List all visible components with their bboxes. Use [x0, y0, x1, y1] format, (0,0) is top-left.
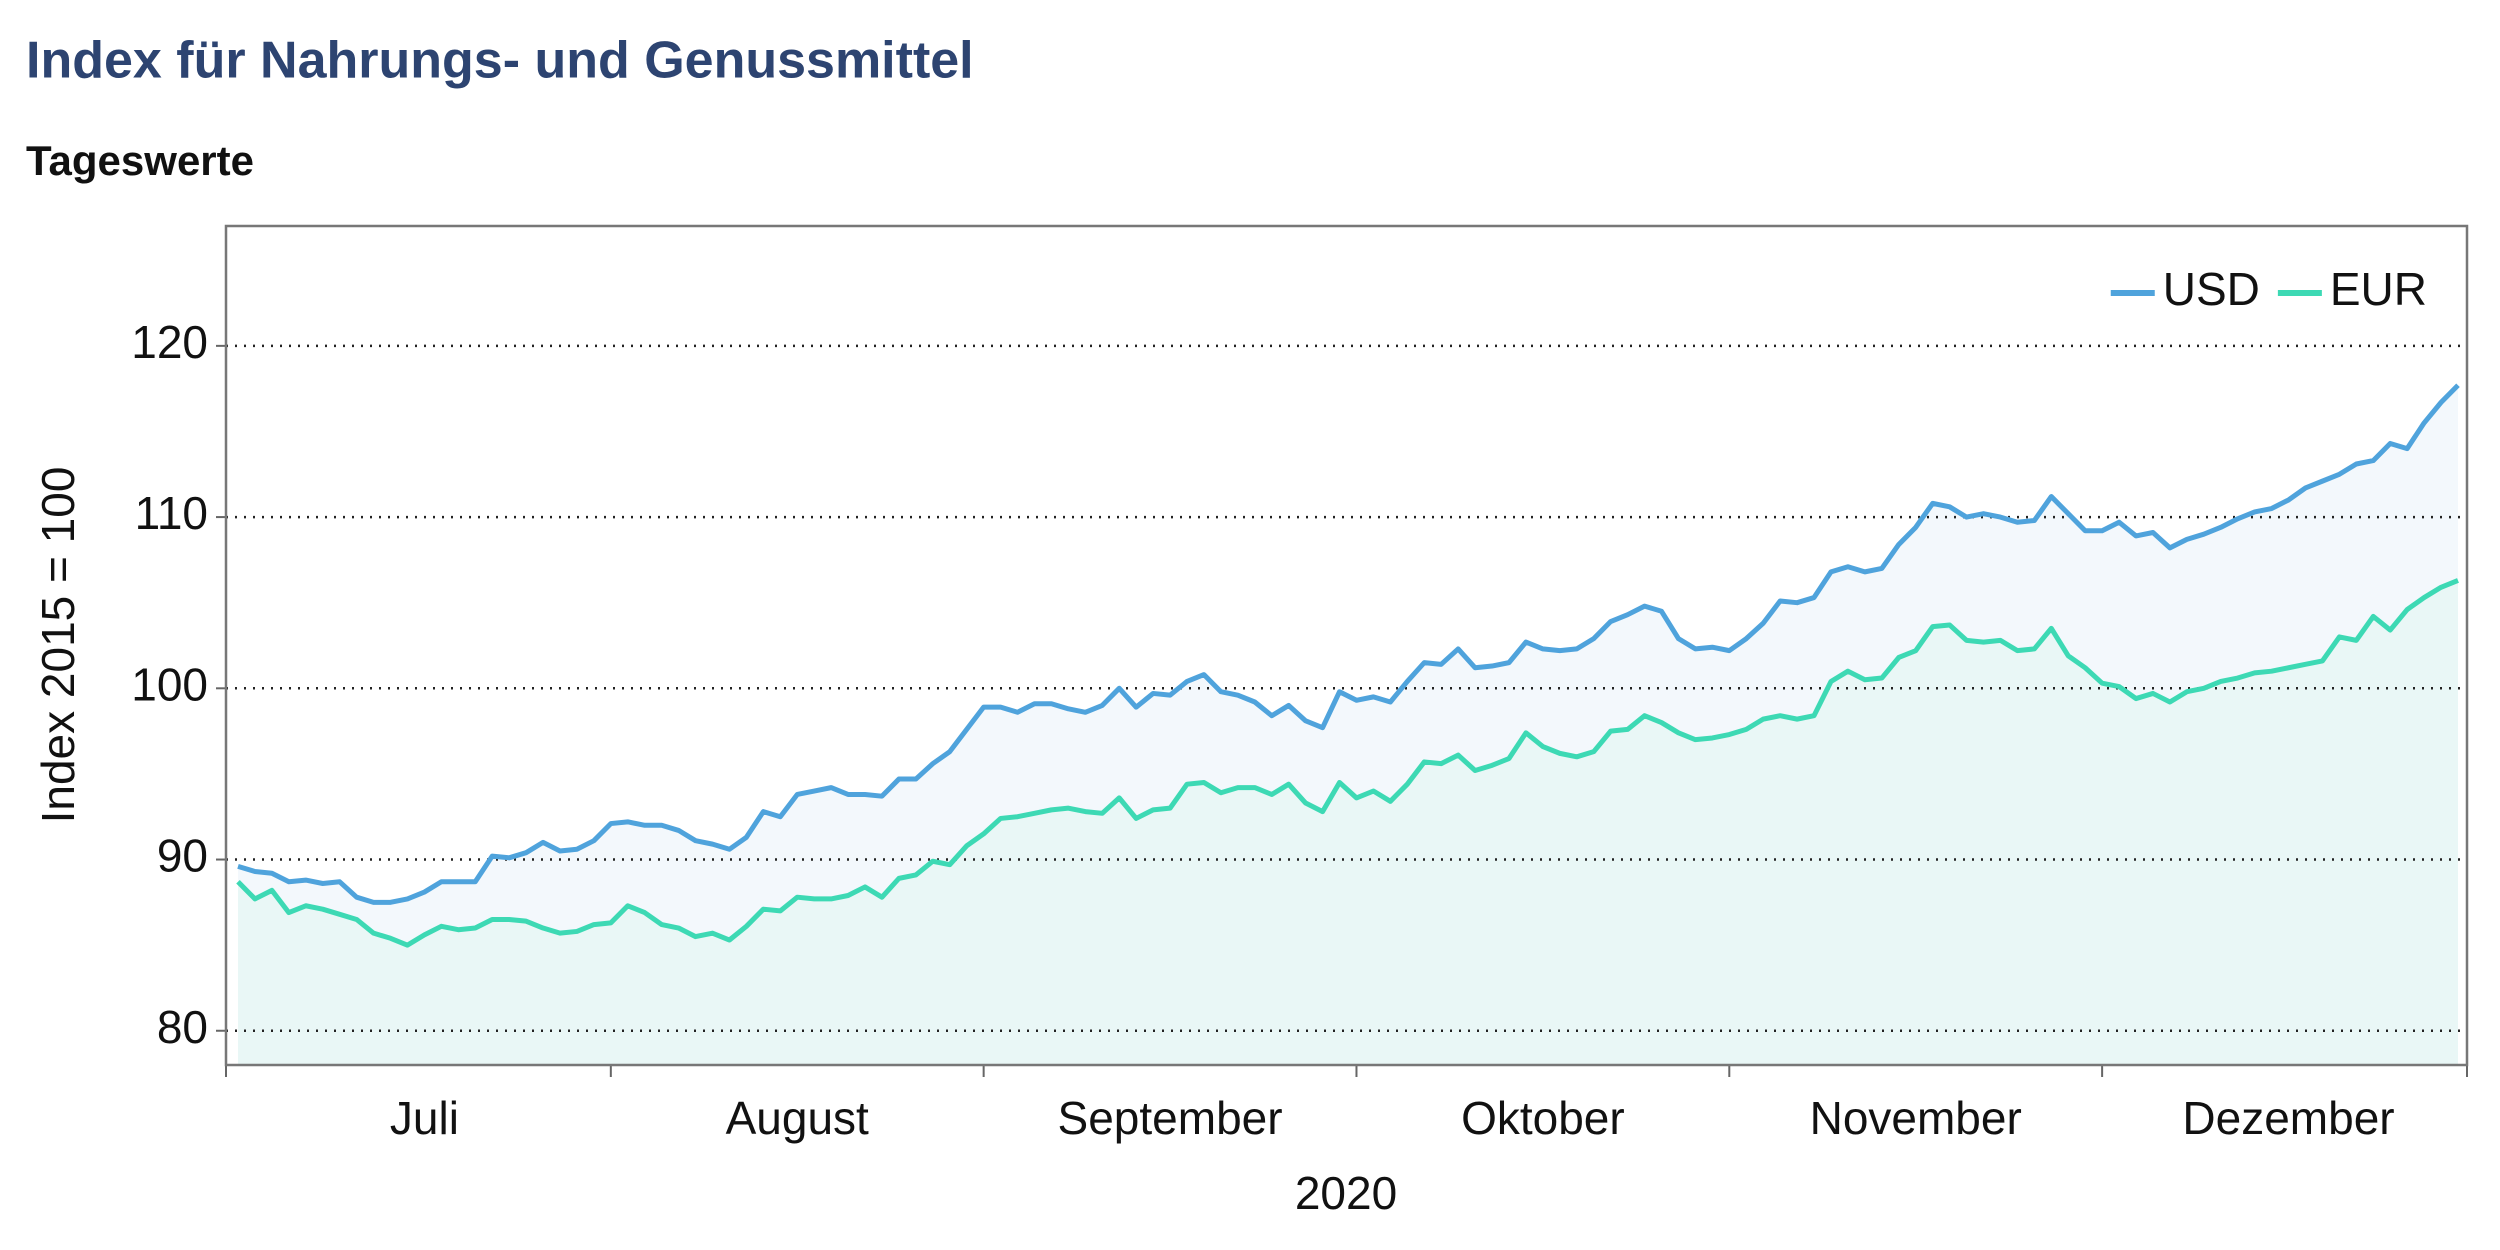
x-tick-label: Juli: [390, 1092, 459, 1144]
y-tick-label: 110: [135, 487, 208, 539]
y-axis-label: Index 2015 = 100: [32, 467, 84, 824]
y-tick-label: 100: [131, 658, 208, 710]
x-tick-label: Oktober: [1461, 1092, 1625, 1144]
series-area: [238, 580, 2458, 1065]
y-tick-label: 120: [131, 316, 208, 368]
chart-subtitle: Tageswerte: [26, 137, 254, 184]
series-line: [237, 383, 2460, 905]
legend-label: USD: [2163, 263, 2260, 315]
x-tick-label: September: [1058, 1092, 1283, 1144]
legend-label: EUR: [2330, 263, 2427, 315]
x-tick-label: August: [726, 1092, 869, 1144]
x-tick-label: November: [1810, 1092, 2022, 1144]
series-line: [236, 578, 2459, 948]
chart-title: Index für Nahrungs- und Genussmittel: [26, 32, 974, 90]
y-tick-label: 90: [157, 830, 208, 882]
x-axis-label: 2020: [1295, 1167, 1397, 1219]
plot-frame: [224, 224, 2469, 1067]
x-tick-label: Dezember: [2182, 1092, 2394, 1144]
y-tick-label: 80: [157, 1001, 208, 1053]
